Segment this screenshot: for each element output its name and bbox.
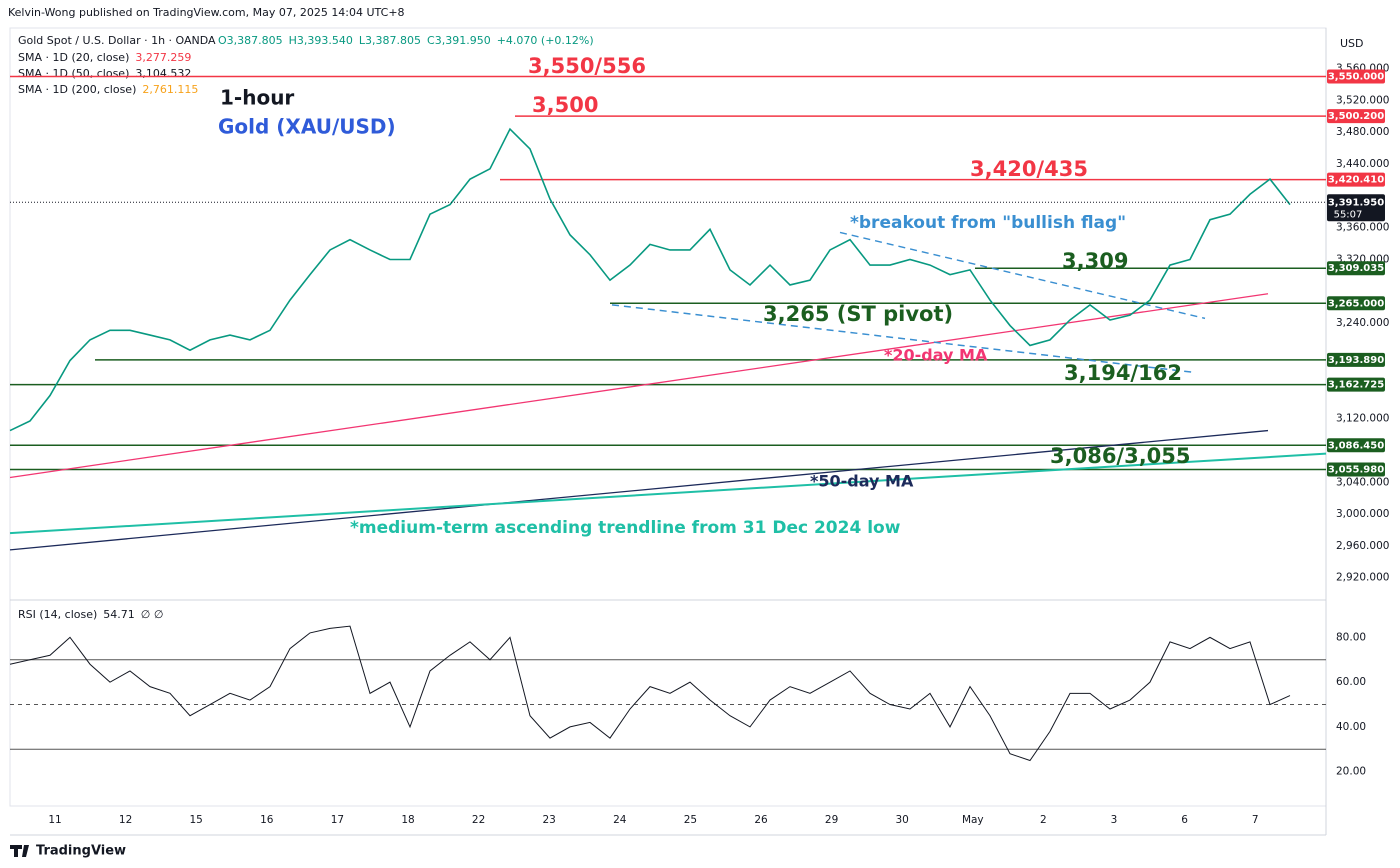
price-tag-label: 3,420.410 (1328, 175, 1384, 186)
price-tag (1327, 352, 1385, 367)
currency: USD (1340, 37, 1364, 50)
ohlc-value: O3,387.805 (218, 34, 283, 47)
x-tick-label: 25 (684, 814, 697, 826)
indicator-name: SMA · 1D (50, close) (18, 67, 129, 80)
price-tag-label: 3,265.000 (1328, 298, 1384, 309)
rsi-title: RSI (14, close) (18, 608, 97, 621)
price-tag (1327, 261, 1385, 276)
price-tag-label: 3,162.725 (1328, 380, 1384, 391)
y-tick-label: 3,120.000 (1336, 413, 1389, 425)
indicator-value: 2,761.115 (142, 83, 198, 96)
annotation: 3,309 (1062, 249, 1128, 273)
y-tick-label: 2,960.000 (1336, 540, 1389, 552)
rsi-tick-label: 60.00 (1336, 676, 1366, 688)
x-tick-label: May (962, 814, 984, 826)
ohlc-value: H3,393.540 (289, 34, 353, 47)
indicator-value: 3,277.259 (135, 51, 191, 64)
ohlc-value: L3,387.805 (359, 34, 421, 47)
price-tag-label: 3,055.980 (1328, 465, 1384, 476)
last-price-tag (1327, 194, 1385, 222)
annotation: 3,086/3,055 (1050, 444, 1191, 468)
x-tick-label: 6 (1181, 814, 1188, 826)
rsi-tick-label: 40.00 (1336, 721, 1366, 733)
x-tick-label: 7 (1252, 814, 1259, 826)
annotation: 3,265 (ST pivot) (763, 302, 953, 326)
rsi-tick-label: 20.00 (1336, 766, 1366, 778)
moving-average (9, 429, 1269, 551)
price-tag-label: 3,309.035 (1328, 263, 1384, 274)
x-tick-label: 30 (896, 814, 909, 826)
price-tag-label: 3,500.200 (1328, 111, 1384, 122)
price-tag-label: 3,193.890 (1328, 355, 1384, 366)
y-tick-label: 3,440.000 (1336, 158, 1389, 170)
annotation: Gold (XAU/USD) (218, 115, 396, 139)
logo-mark (10, 845, 29, 857)
price-tag (1327, 296, 1385, 311)
y-tick-label: 3,360.000 (1336, 222, 1389, 234)
moving-average (9, 293, 1269, 479)
x-tick-label: 11 (48, 814, 61, 826)
annotation: 3,194/162 (1064, 361, 1182, 385)
annotation: *breakout from "bullish flag" (850, 213, 1126, 233)
price-tag (1327, 69, 1385, 84)
annotation: *50-day MA (810, 472, 914, 491)
countdown: 55:07 (1334, 209, 1363, 220)
price-tag (1327, 172, 1385, 187)
x-tick-label: 29 (825, 814, 838, 826)
footer-logo: TradingView (36, 844, 126, 859)
y-tick-label: 3,000.000 (1336, 508, 1389, 520)
indicator-value: 3,104.532 (135, 67, 191, 80)
y-tick-label: 3,240.000 (1336, 317, 1389, 329)
x-tick-label: 16 (260, 814, 274, 826)
symbol: Gold Spot / U.S. Dollar · 1h · OANDA (18, 34, 216, 47)
annotation: 3,550/556 (528, 54, 646, 78)
annotation: *medium-term ascending trendline from 31… (350, 518, 901, 538)
x-tick-label: 23 (543, 814, 556, 826)
publisher: Kelvin-Wong published on TradingView.com… (8, 6, 405, 19)
x-tick-label: 2 (1040, 814, 1047, 826)
rsi-extra: ∅ ∅ (141, 608, 164, 621)
ohlc-value: +4.070 (+0.12%) (497, 34, 594, 47)
x-tick-label: 12 (119, 814, 132, 826)
price-line (9, 127, 1291, 432)
rsi-value: 54.71 (103, 608, 135, 621)
x-tick-label: 3 (1111, 814, 1118, 826)
x-tick-label: 24 (613, 814, 627, 826)
price-tag (1327, 377, 1385, 392)
annotation: *20-day MA (884, 346, 988, 365)
ohlc-value: C3,391.950 (427, 34, 491, 47)
rsi-line (9, 625, 1291, 762)
moving-average (9, 452, 1327, 535)
price-tag (1327, 438, 1385, 453)
rsi-tick-label: 80.00 (1336, 631, 1366, 643)
y-tick-label: 2,920.000 (1336, 572, 1389, 584)
price-tag (1327, 109, 1385, 124)
x-tick-label: 17 (331, 814, 344, 826)
annotation: 1-hour (220, 86, 294, 110)
y-tick-label: 3,520.000 (1336, 94, 1389, 106)
x-tick-label: 22 (472, 814, 485, 826)
flag-line (611, 304, 1196, 374)
price-tag-label: 3,086.450 (1328, 440, 1384, 451)
x-tick-label: 26 (754, 814, 768, 826)
indicator-name: SMA · 1D (200, close) (18, 83, 136, 96)
annotation: 3,500 (532, 93, 598, 117)
last-price-label: 3,391.950 (1328, 197, 1384, 208)
x-tick-label: 15 (190, 814, 203, 826)
y-tick-label: 3,480.000 (1336, 126, 1389, 138)
indicator-name: SMA · 1D (20, close) (18, 51, 129, 64)
price-tag-label: 3,550.000 (1328, 72, 1384, 83)
annotation: 3,420/435 (970, 157, 1088, 181)
price-tag (1327, 462, 1385, 477)
x-tick-label: 18 (401, 814, 414, 826)
y-tick-label: 3,040.000 (1336, 476, 1389, 488)
